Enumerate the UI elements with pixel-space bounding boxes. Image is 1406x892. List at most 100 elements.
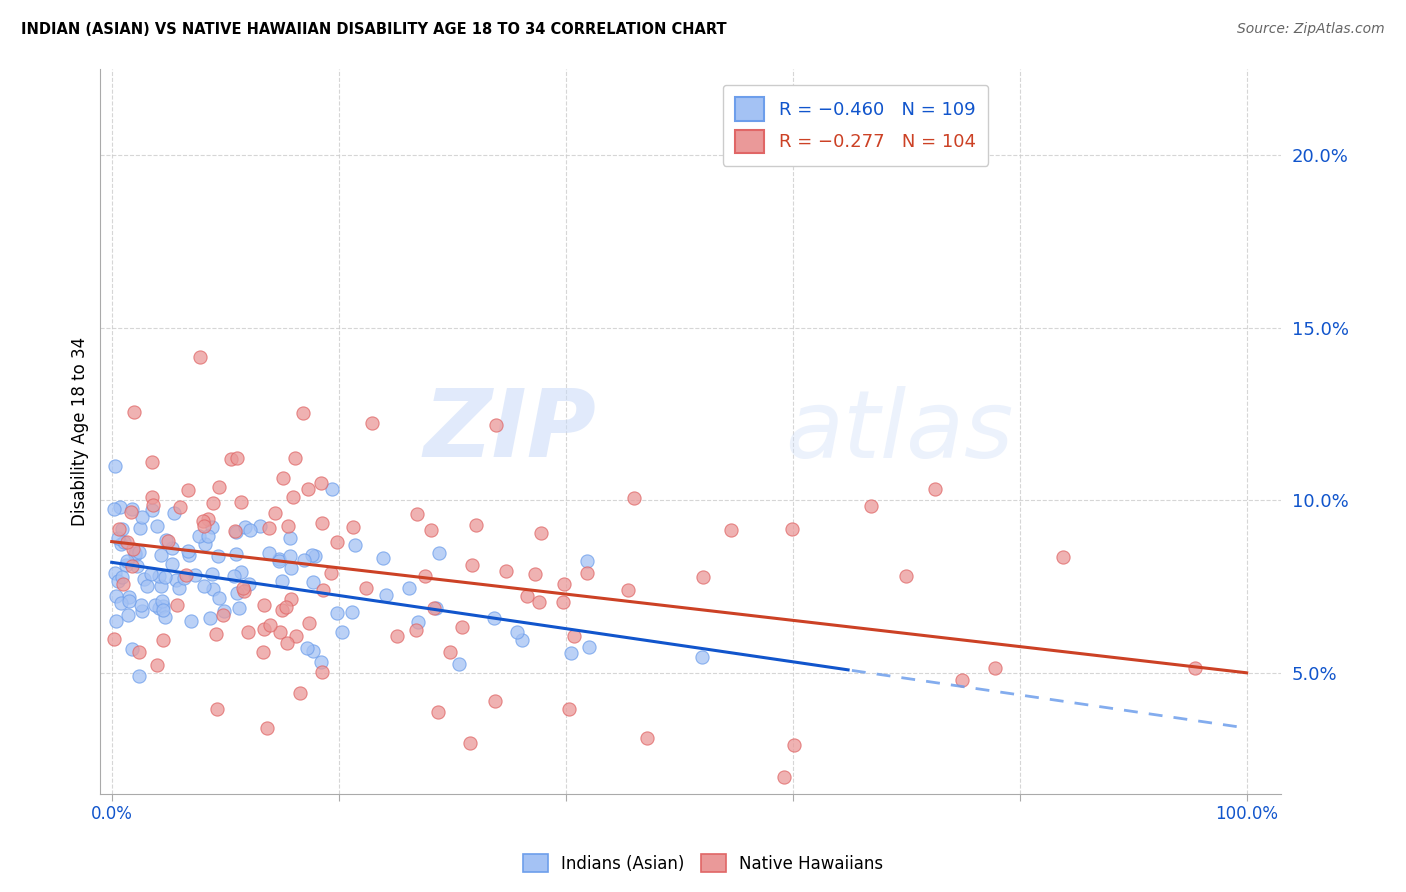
Point	[160, 557, 183, 571]
Point	[193, 519, 215, 533]
Point	[419, 523, 441, 537]
Point	[208, 591, 231, 606]
Point	[562, 629, 585, 643]
Point	[290, 686, 312, 700]
Point	[576, 566, 599, 580]
Point	[177, 548, 200, 562]
Point	[269, 624, 291, 639]
Point	[321, 483, 343, 497]
Point	[152, 599, 174, 614]
Point	[309, 655, 332, 669]
Point	[166, 598, 188, 612]
Point	[253, 598, 276, 612]
Point	[128, 645, 150, 659]
Point	[148, 601, 170, 615]
Point	[326, 534, 349, 549]
Point	[423, 601, 446, 615]
Point	[302, 644, 325, 658]
Point	[190, 350, 212, 364]
Point	[225, 547, 247, 561]
Point	[165, 574, 187, 588]
Point	[1052, 550, 1074, 565]
Point	[118, 590, 141, 604]
Point	[281, 490, 304, 504]
Point	[108, 522, 131, 536]
Point	[114, 558, 136, 572]
Point	[120, 504, 142, 518]
Point	[465, 518, 488, 533]
Point	[141, 503, 163, 517]
Point	[233, 520, 256, 534]
Text: atlas: atlas	[785, 385, 1014, 476]
Point	[118, 594, 141, 608]
Point	[124, 548, 146, 562]
Point	[405, 507, 427, 521]
Point	[110, 537, 132, 551]
Point	[198, 611, 221, 625]
Legend: Indians (Asian), Native Hawaiians: Indians (Asian), Native Hawaiians	[516, 847, 890, 880]
Text: ZIP: ZIP	[423, 385, 596, 477]
Point	[197, 529, 219, 543]
Point	[259, 617, 281, 632]
Point	[301, 548, 323, 562]
Point	[425, 601, 447, 615]
Point	[780, 522, 803, 536]
Point	[117, 608, 139, 623]
Point	[298, 615, 321, 630]
Point	[374, 588, 396, 602]
Point	[860, 500, 883, 514]
Point	[229, 494, 252, 508]
Point	[560, 646, 582, 660]
Point	[141, 491, 163, 505]
Point	[484, 694, 506, 708]
Point	[398, 581, 420, 595]
Point	[274, 599, 297, 614]
Point	[115, 535, 138, 549]
Point	[301, 575, 323, 590]
Point	[439, 645, 461, 659]
Point	[1184, 661, 1206, 675]
Point	[117, 554, 139, 568]
Point	[311, 665, 333, 680]
Point	[527, 595, 550, 609]
Point	[427, 546, 450, 560]
Point	[238, 577, 260, 591]
Point	[124, 546, 146, 560]
Y-axis label: Disability Age 18 to 34: Disability Age 18 to 34	[72, 336, 89, 525]
Point	[342, 520, 364, 534]
Point	[110, 596, 132, 610]
Point	[152, 594, 174, 608]
Point	[134, 572, 156, 586]
Point	[131, 604, 153, 618]
Point	[157, 533, 180, 548]
Point	[253, 622, 276, 636]
Point	[136, 579, 159, 593]
Point	[720, 523, 742, 537]
Point	[284, 450, 307, 465]
Point	[122, 405, 145, 419]
Point	[150, 579, 173, 593]
Point	[148, 569, 170, 583]
Point	[112, 577, 135, 591]
Point	[295, 640, 318, 655]
Point	[180, 615, 202, 629]
Point	[371, 551, 394, 566]
Point	[385, 629, 408, 643]
Point	[924, 482, 946, 496]
Point	[576, 554, 599, 568]
Point	[103, 632, 125, 646]
Point	[311, 582, 333, 597]
Point	[212, 607, 235, 622]
Point	[141, 454, 163, 468]
Point	[107, 531, 129, 545]
Point	[578, 640, 600, 655]
Point	[155, 570, 177, 584]
Point	[530, 526, 553, 541]
Point	[225, 525, 247, 540]
Point	[773, 771, 796, 785]
Point	[160, 541, 183, 555]
Point	[108, 500, 131, 514]
Point	[523, 566, 546, 581]
Point	[193, 579, 215, 593]
Point	[103, 501, 125, 516]
